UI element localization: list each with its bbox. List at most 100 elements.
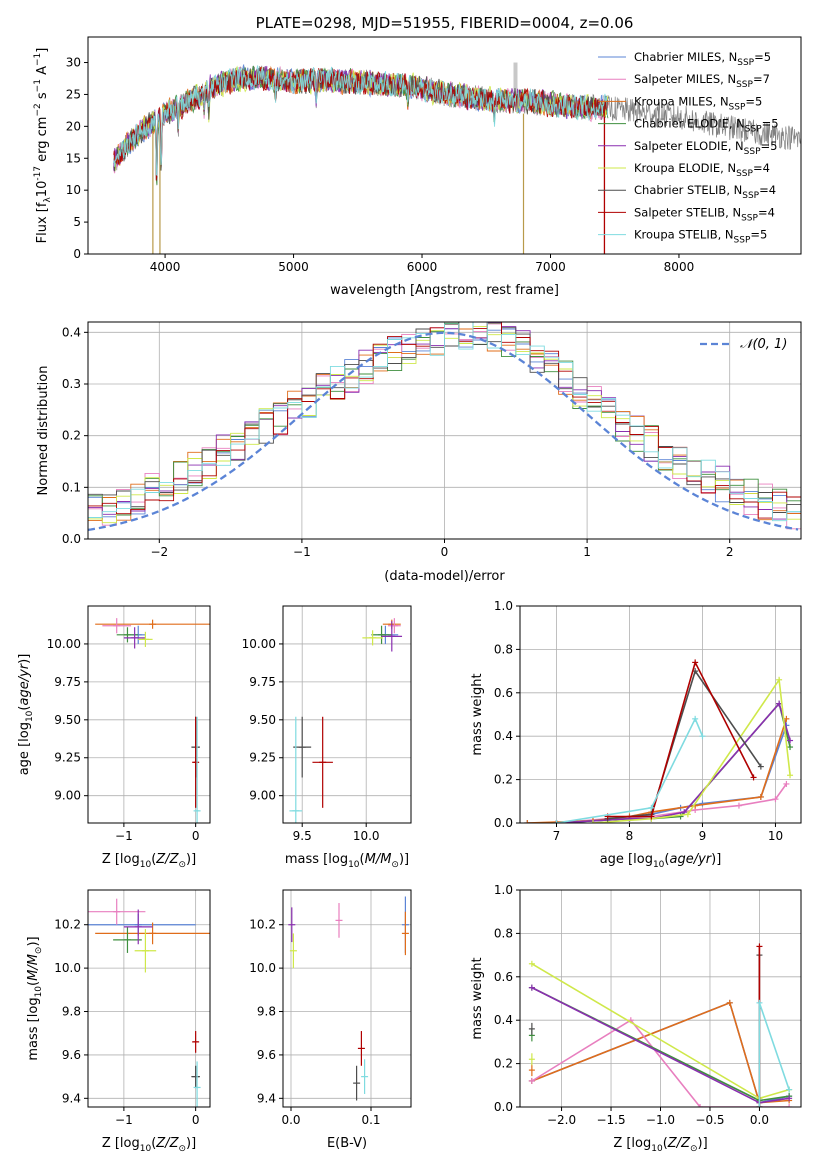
axes-frame xyxy=(87,605,211,824)
y-axis-label-part: )] xyxy=(17,654,32,664)
x-axis-label: Z [log10(Z/Z⊙)] xyxy=(102,852,196,870)
legend-entry-part: SSP xyxy=(745,125,762,135)
weight-series-line xyxy=(556,716,704,823)
x-axis-label-part: ⊙ xyxy=(391,860,399,870)
legend-entry-part: Salpeter MILES, N xyxy=(634,72,736,86)
legend-entry: Salpeter ELODIE, NSSP=5 xyxy=(634,139,777,157)
tick-label-x: 6000 xyxy=(407,260,438,274)
x-axis-label: wavelength [Angstrom, rest frame] xyxy=(330,283,559,298)
x-axis-label-part: M/M xyxy=(365,852,392,867)
tick-label-y: 0.3 xyxy=(62,377,81,391)
y-axis-label: mass weight xyxy=(470,673,485,755)
gaussian-curve xyxy=(88,331,799,532)
tick-label-y: 25 xyxy=(66,87,81,101)
error-bars xyxy=(289,618,403,823)
tick-label-y: 0.0 xyxy=(494,1100,513,1114)
x-axis-label-part: ( xyxy=(151,1136,156,1151)
tick-label-y: 0.6 xyxy=(494,970,513,984)
tick-label-y: 10.0 xyxy=(249,961,276,975)
x-axis-label-part: )] xyxy=(186,852,196,867)
tick-label-y: 30 xyxy=(66,56,81,70)
tick-label-y: 9.8 xyxy=(62,1005,81,1019)
y-axis-label: Normed distribution xyxy=(36,366,51,496)
tick-label-y: 9.8 xyxy=(257,1005,276,1019)
weight-lines xyxy=(528,943,793,1107)
tick-label-x: −1 xyxy=(115,829,133,843)
axes-frame xyxy=(519,605,802,824)
tick-label-y: 0.4 xyxy=(494,729,513,743)
tick-label-y: 9.25 xyxy=(54,751,81,765)
legend-entry: Chabrier STELIB, NSSP=4 xyxy=(634,183,776,201)
axes-frame xyxy=(87,889,211,1108)
tick-label-y: 15 xyxy=(66,151,81,165)
legend-entry: Chabrier MILES, NSSP=5 xyxy=(634,50,771,68)
axes-frame xyxy=(282,889,412,1108)
x-axis-label-part: Z/Z xyxy=(667,1136,691,1151)
legend-entry-part: Chabrier ELODIE, N xyxy=(634,117,745,131)
y-axis-label-part: erg cm xyxy=(35,117,50,166)
tick-label-x: 0 xyxy=(441,545,449,559)
residual-histogram xyxy=(88,328,801,521)
chart-title: PLATE=0298, MJD=51955, FIBERID=0004, z=0… xyxy=(256,14,634,32)
tick-label-y: 10.00 xyxy=(47,637,81,651)
weight-series-line xyxy=(531,1001,790,1104)
tick-label-y: 0.4 xyxy=(62,325,81,339)
tick-label-x: 9.5 xyxy=(293,829,312,843)
weight-series-line xyxy=(556,701,791,823)
spectrum-lines xyxy=(113,62,801,254)
mass-vs-metallicity-panel: −1 09.49.69.810.010.2Z [log10(Z/Z⊙)]mass … xyxy=(26,889,211,1154)
tick-label-y: 9.4 xyxy=(257,1091,276,1105)
x-axis-label-part: Z/Z xyxy=(155,852,179,867)
residual-histogram xyxy=(88,322,801,516)
x-axis-label-part: Z [log xyxy=(102,852,140,867)
tick-label-y: 10.2 xyxy=(249,918,276,932)
legend-entry-part: Kroupa ELODIE, N xyxy=(634,161,736,175)
tick-label-y: 0.8 xyxy=(494,642,513,656)
legend-entry-part: SSP xyxy=(741,213,758,223)
x-axis-label: (data-model)/error xyxy=(384,569,505,584)
weight-series-line xyxy=(531,1019,790,1107)
tick-label-x: 2 xyxy=(726,545,734,559)
legend-entry-part: Salpeter STELIB, N xyxy=(634,205,741,219)
spectrum-panel: PLATE=0298, MJD=51955, FIBERID=0004, z=0… xyxy=(33,14,802,298)
legend-entry: Kroupa MILES, NSSP=5 xyxy=(634,94,762,112)
tick-label-x: 0.0 xyxy=(750,1113,769,1127)
tick-label-x: 0 xyxy=(192,1113,200,1127)
model-spectrum-line xyxy=(113,66,609,181)
y-axis-label-part: age/yr xyxy=(17,662,32,705)
tick-label-y: 1.0 xyxy=(494,599,513,613)
tick-label-x: 0 xyxy=(192,829,200,843)
legend-entry: Kroupa ELODIE, NSSP=4 xyxy=(634,161,770,179)
legend-entry-part: =4 xyxy=(753,161,770,175)
x-axis-label-part: 10 xyxy=(348,860,360,870)
x-axis-label-part: 10 xyxy=(140,860,152,870)
x-axis-label-part: )] xyxy=(399,852,409,867)
x-axis-label: E(B-V) xyxy=(327,1136,367,1151)
axes-frame xyxy=(87,36,802,255)
tick-label-y: 20 xyxy=(66,119,81,133)
legend-entry-part: =5 xyxy=(745,94,762,108)
legend-entry-part: SSP xyxy=(737,58,754,68)
x-axis-label-part: ⊙ xyxy=(178,1144,186,1154)
tick-label-y: 10.00 xyxy=(242,637,276,651)
tick-label-y: 9.6 xyxy=(62,1048,81,1062)
tick-label-y: 0.2 xyxy=(494,1057,513,1071)
sky-line xyxy=(513,62,518,101)
tick-label-y: 10.0 xyxy=(54,961,81,975)
legend-entry: 𝒩(0, 1) xyxy=(740,337,787,352)
tick-label-x: −2 xyxy=(150,545,168,559)
legend-entry-part: Chabrier MILES, N xyxy=(634,50,737,64)
tick-label-x: 8000 xyxy=(664,260,695,274)
tick-label-x: 7 xyxy=(553,829,561,843)
tick-label-y: 0.0 xyxy=(494,816,513,830)
x-axis-label: mass [log10(M/M⊙)] xyxy=(285,852,409,870)
legend-entry-part: =5 xyxy=(750,228,767,242)
weight-vs-age-panel: 7 8 9 10 0.0 0.2 0.4 0.6 0.8 1.0 mass weight age [l… xyxy=(470,599,802,870)
tick-label-y: 0.0 xyxy=(62,532,81,546)
tick-label-y: 0.2 xyxy=(494,773,513,787)
tick-label-x: 1 xyxy=(583,545,591,559)
weight-series-line xyxy=(607,660,755,818)
tick-label-x: −1 xyxy=(115,1113,133,1127)
weight-series-line xyxy=(527,718,788,823)
